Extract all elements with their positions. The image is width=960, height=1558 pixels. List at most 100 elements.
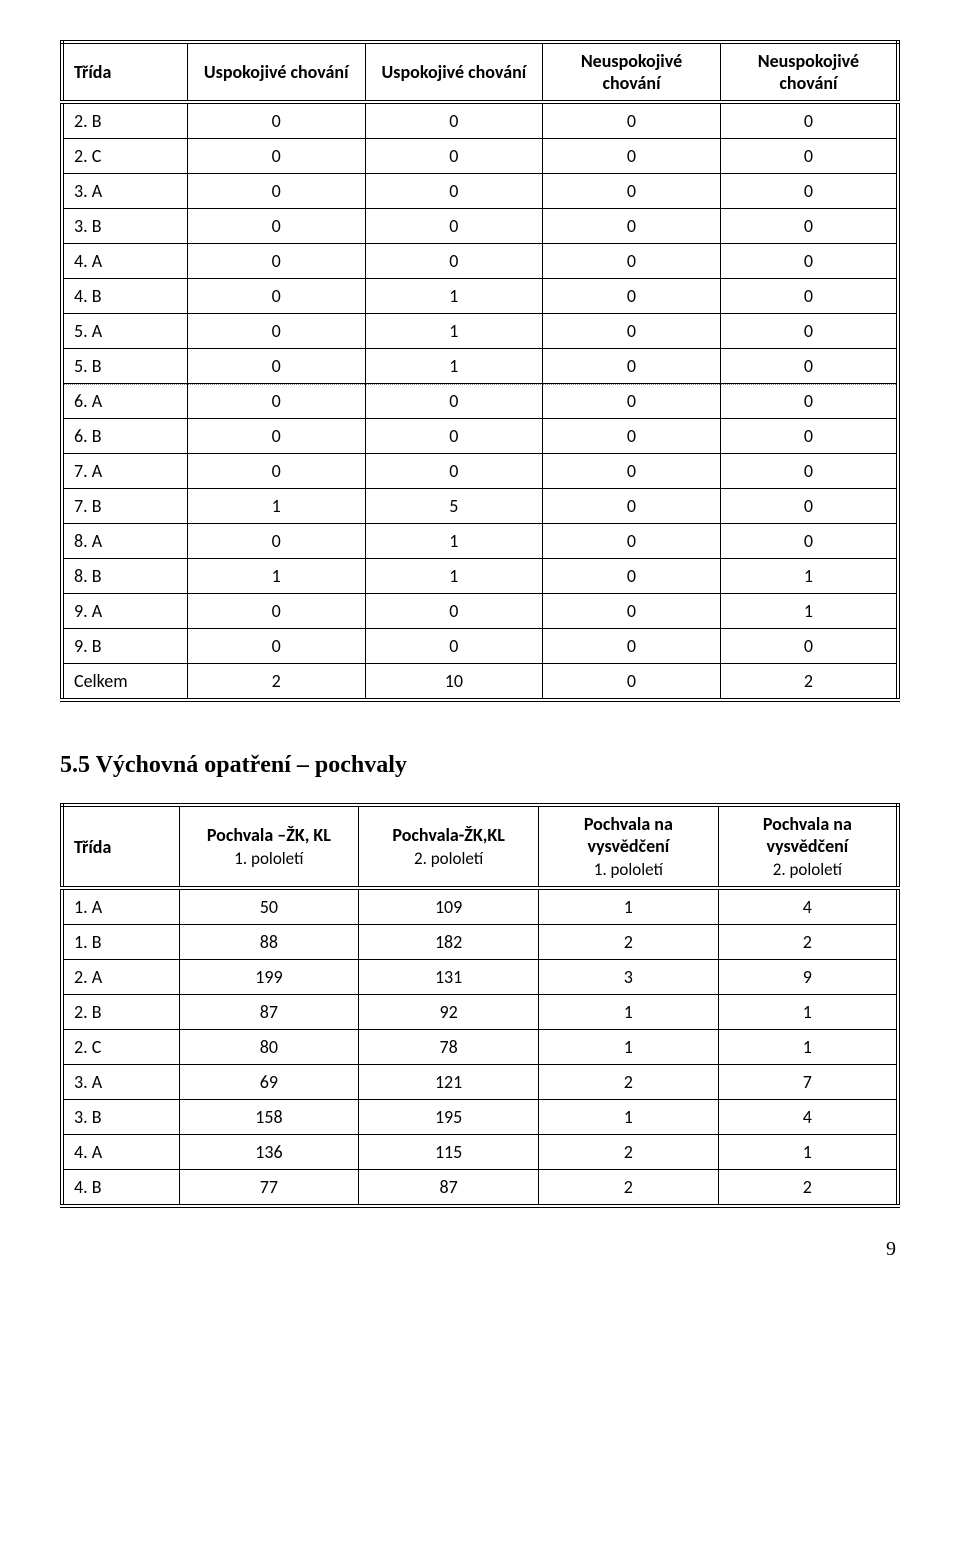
row-value: 0 [543, 629, 721, 664]
row-value: 1 [187, 489, 365, 524]
page-number: 9 [60, 1238, 900, 1261]
row-value: 0 [543, 209, 721, 244]
col-pochvala-vys-2: Pochvala na vysvědčení 2. pololetí [718, 805, 898, 888]
row-value: 87 [179, 995, 359, 1030]
table-row: 2. C807811 [62, 1030, 898, 1065]
row-value: 182 [359, 925, 539, 960]
row-value: 1 [720, 594, 898, 629]
row-label: 7. B [62, 489, 187, 524]
row-label: 7. A [62, 454, 187, 489]
row-value: 0 [187, 279, 365, 314]
row-value: 50 [179, 888, 359, 925]
row-value: 0 [365, 102, 543, 139]
table-row: 6. B0000 [62, 419, 898, 454]
table-row: 2. C0000 [62, 139, 898, 174]
row-value: 158 [179, 1100, 359, 1135]
table-row: 4. A13611521 [62, 1135, 898, 1170]
col-neuspokojive-1: Neuspokojivé chování [543, 42, 721, 102]
row-value: 0 [187, 594, 365, 629]
table-row: 9. A0001 [62, 594, 898, 629]
row-value: 0 [720, 524, 898, 559]
row-label: 3. B [62, 209, 187, 244]
row-value: 88 [179, 925, 359, 960]
row-value: 0 [187, 174, 365, 209]
row-value: 195 [359, 1100, 539, 1135]
row-value: 0 [187, 102, 365, 139]
row-value: 1 [539, 888, 719, 925]
col-trida: Třída [62, 42, 187, 102]
row-value: 0 [720, 139, 898, 174]
table-row: Celkem21002 [62, 664, 898, 701]
row-value: 121 [359, 1065, 539, 1100]
row-label: 3. A [62, 174, 187, 209]
table-header-row: Třída Pochvala –ŽK, KL 1. pololetí Pochv… [62, 805, 898, 888]
table-row: 7. A0000 [62, 454, 898, 489]
row-label: Celkem [62, 664, 187, 701]
row-value: 1 [365, 279, 543, 314]
row-value: 92 [359, 995, 539, 1030]
row-value: 69 [179, 1065, 359, 1100]
table-row: 1. A5010914 [62, 888, 898, 925]
row-value: 0 [365, 244, 543, 279]
row-value: 1 [718, 995, 898, 1030]
col-main: Pochvala –ŽK, KL [188, 824, 351, 846]
table-row: 4. A0000 [62, 244, 898, 279]
row-value: 0 [543, 314, 721, 349]
row-value: 3 [539, 960, 719, 995]
row-value: 0 [543, 454, 721, 489]
col-main: Třída [74, 836, 171, 858]
row-value: 5 [365, 489, 543, 524]
row-value: 1 [365, 524, 543, 559]
row-value: 2 [539, 1065, 719, 1100]
col-main: Pochvala-ŽK,KL [367, 824, 530, 846]
row-label: 5. B [62, 349, 187, 384]
table-row: 5. B0100 [62, 349, 898, 384]
row-value: 0 [543, 139, 721, 174]
row-label: 2. B [62, 995, 179, 1030]
row-value: 2 [539, 1170, 719, 1207]
row-label: 4. A [62, 1135, 179, 1170]
row-value: 131 [359, 960, 539, 995]
row-value: 2 [539, 925, 719, 960]
row-label: 8. A [62, 524, 187, 559]
row-value: 2 [720, 664, 898, 701]
row-value: 0 [365, 629, 543, 664]
row-value: 0 [543, 102, 721, 139]
row-value: 0 [543, 384, 721, 419]
row-value: 1 [718, 1135, 898, 1170]
row-label: 6. B [62, 419, 187, 454]
row-value: 80 [179, 1030, 359, 1065]
row-value: 0 [187, 629, 365, 664]
row-value: 0 [365, 454, 543, 489]
row-value: 0 [365, 139, 543, 174]
row-value: 0 [720, 349, 898, 384]
row-value: 0 [543, 559, 721, 594]
table-row: 3. B15819514 [62, 1100, 898, 1135]
row-value: 10 [365, 664, 543, 701]
row-label: 3. A [62, 1065, 179, 1100]
row-label: 4. B [62, 1170, 179, 1207]
row-value: 109 [359, 888, 539, 925]
row-label: 2. C [62, 1030, 179, 1065]
col-neuspokojive-2: Neuspokojivé chování [720, 42, 898, 102]
col-trida: Třída [62, 805, 179, 888]
row-value: 1 [539, 995, 719, 1030]
col-uspokojive-2: Uspokojivé chování [365, 42, 543, 102]
table-row: 6. A0000 [62, 384, 898, 419]
row-value: 0 [365, 174, 543, 209]
table-row: 5. A0100 [62, 314, 898, 349]
row-value: 0 [543, 489, 721, 524]
table-row: 2. B0000 [62, 102, 898, 139]
table-row: 8. A0100 [62, 524, 898, 559]
row-value: 0 [365, 209, 543, 244]
table-row: 4. B0100 [62, 279, 898, 314]
table-row: 2. A19913139 [62, 960, 898, 995]
row-value: 0 [543, 524, 721, 559]
col-pochvala-vys-1: Pochvala na vysvědčení 1. pololetí [539, 805, 719, 888]
table-row: 9. B0000 [62, 629, 898, 664]
row-value: 0 [187, 384, 365, 419]
table-row: 4. B778722 [62, 1170, 898, 1207]
row-label: 3. B [62, 1100, 179, 1135]
section-heading: 5.5 Výchovná opatření – pochvaly [60, 752, 900, 779]
row-value: 0 [720, 279, 898, 314]
